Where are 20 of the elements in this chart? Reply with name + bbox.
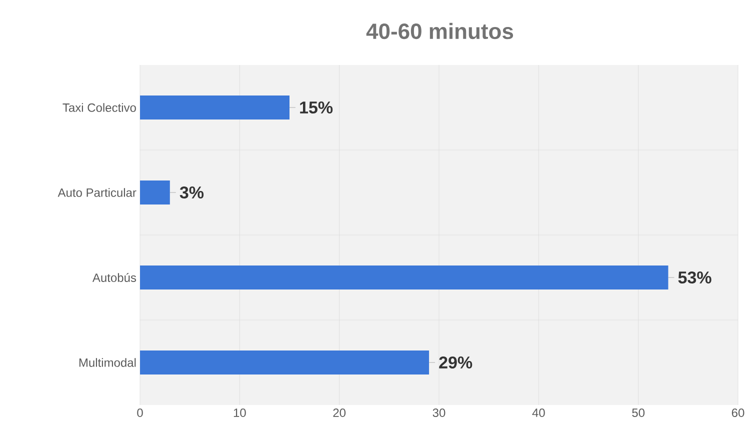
y-tick-label: Auto Particular — [58, 188, 136, 197]
bar — [140, 350, 430, 374]
x-tick-label: 10 — [234, 408, 246, 418]
x-tick-label: 20 — [333, 408, 346, 418]
bar — [140, 180, 170, 204]
x-tick-label: 0 — [137, 408, 143, 418]
bar — [140, 96, 290, 120]
bar — [140, 265, 668, 290]
y-tick-label: Multimodal — [79, 358, 136, 367]
x-tick-label: 60 — [732, 408, 744, 418]
x-tick-label: 30 — [432, 408, 446, 418]
data-label: 15% — [300, 102, 333, 114]
data-label: 3% — [180, 186, 204, 199]
x-tick-label: 50 — [632, 408, 645, 418]
data-label: 53% — [678, 271, 712, 284]
chart-title: 40-60 minutos — [366, 22, 514, 40]
y-tick-label: Autobús — [92, 273, 136, 282]
y-tick-label: Taxi Colectivo — [62, 103, 136, 112]
x-tick-label: 40 — [532, 408, 545, 418]
data-label: 29% — [439, 356, 472, 369]
